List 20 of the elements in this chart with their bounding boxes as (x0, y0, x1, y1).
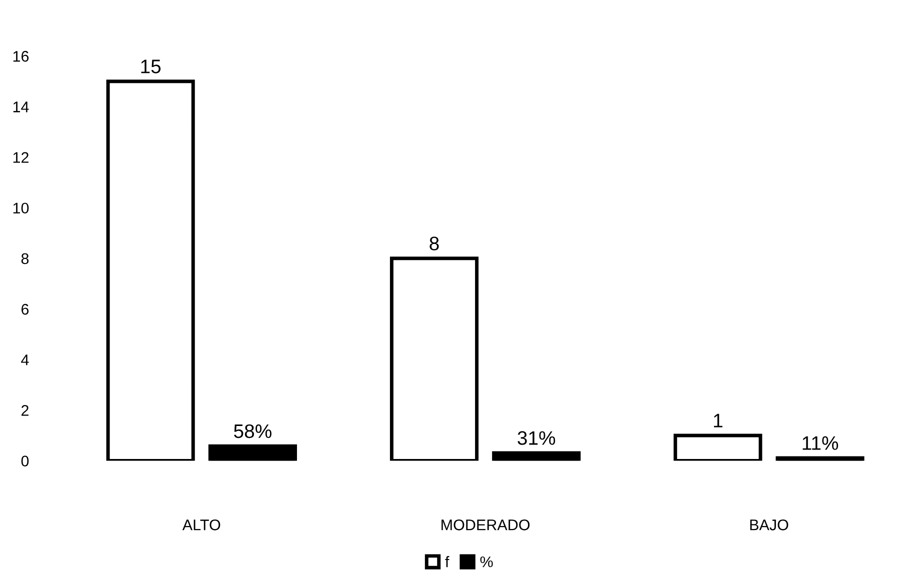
data-label: 15 (141, 60, 161, 74)
x-tick-label: BAJO (750, 520, 788, 530)
y-tick-label: 4 (21, 354, 29, 366)
y-tick-label: 10 (13, 202, 29, 214)
y-tick-label: 6 (22, 304, 29, 315)
y-tick-label: 0 (21, 456, 29, 466)
data-label: 8 (430, 236, 439, 250)
y-tick-label: 2 (22, 405, 28, 416)
x-tick-label: ALTO (182, 520, 220, 530)
data-label: 1 (714, 414, 722, 428)
y-tick-label: 12 (13, 152, 28, 163)
data-label: 31% (518, 431, 556, 445)
y-tick-label: 8 (21, 253, 29, 264)
data-label: 11% (802, 436, 838, 450)
y-tick-label: 16 (13, 50, 29, 62)
legend-label: f (445, 556, 450, 568)
y-tick-label: 14 (13, 102, 29, 112)
legend-label: % (480, 556, 493, 568)
data-label: 58% (234, 424, 272, 438)
x-tick-label: MODERADO (442, 520, 530, 530)
